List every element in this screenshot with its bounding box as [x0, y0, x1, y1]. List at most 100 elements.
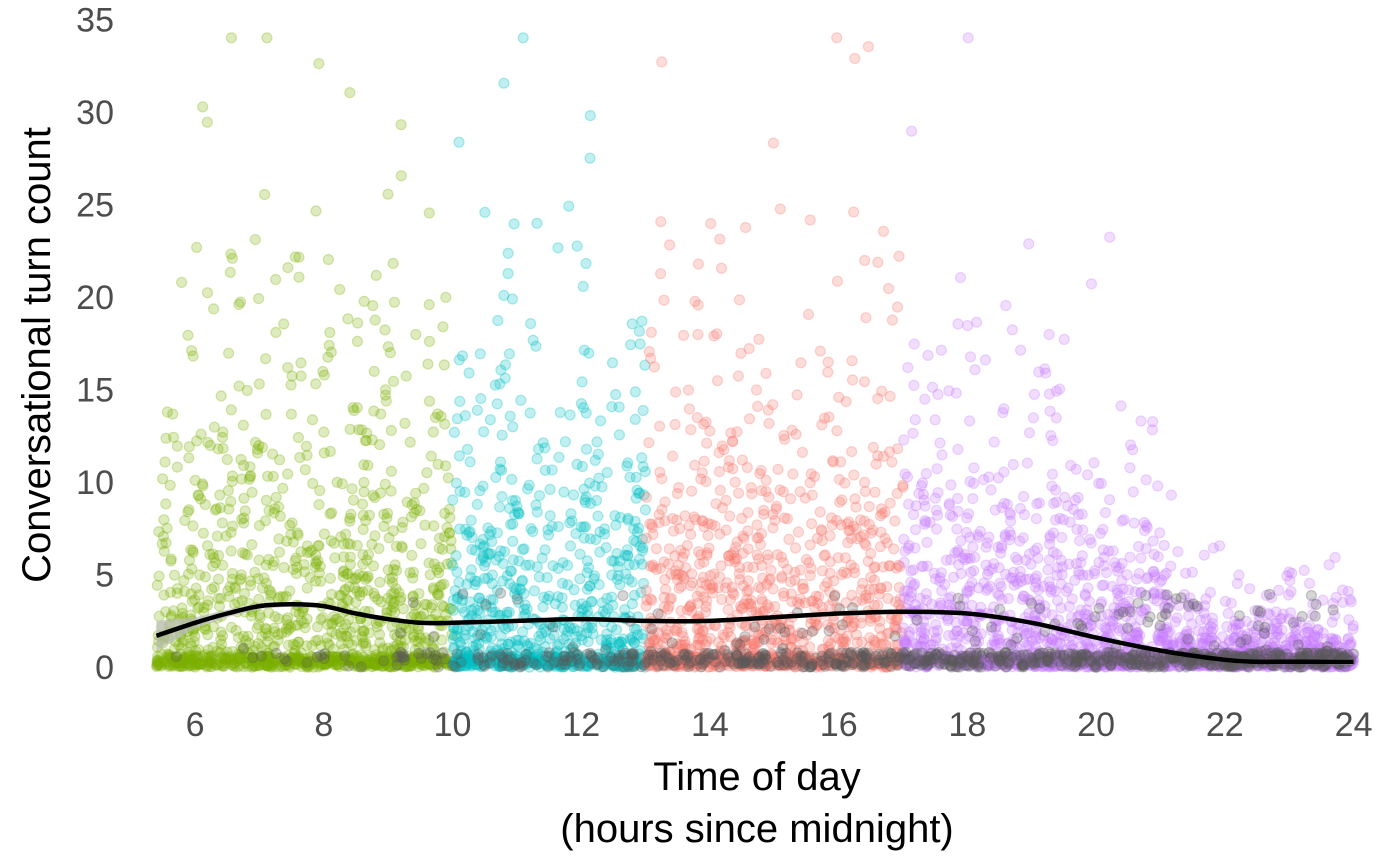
data-point [1030, 513, 1043, 525]
data-point [804, 569, 816, 582]
data-point [251, 622, 263, 634]
data-point [349, 621, 361, 634]
data-point [1312, 623, 1324, 636]
data-point [859, 485, 871, 497]
data-point [389, 629, 401, 641]
data-point [178, 634, 190, 647]
data-point [324, 572, 336, 584]
data-point [157, 530, 169, 543]
data-point [193, 644, 205, 656]
data-point [294, 451, 306, 464]
data-point [908, 379, 920, 391]
data-point [183, 650, 195, 663]
data-point [182, 329, 194, 341]
data-point [409, 635, 421, 647]
data-point [683, 403, 696, 415]
data-point [262, 635, 274, 647]
data-point [508, 218, 520, 230]
data-point [969, 364, 981, 376]
data-point [898, 434, 910, 446]
data-point [222, 485, 234, 497]
data-point [351, 335, 363, 347]
data-point [388, 563, 400, 576]
data-point [1030, 570, 1043, 582]
data-point [919, 514, 931, 527]
data-point [199, 571, 211, 583]
data-point [343, 655, 355, 667]
data-point [931, 509, 944, 521]
data-point [774, 203, 786, 215]
data-point [739, 620, 751, 632]
data-point [338, 538, 350, 550]
data-point [1095, 477, 1107, 489]
data-point [196, 478, 209, 490]
data-point [837, 636, 850, 648]
data-point [328, 537, 340, 549]
data-point [184, 659, 196, 671]
data-point [215, 390, 227, 402]
data-point [1056, 531, 1068, 544]
data-point [531, 217, 543, 229]
data-point [839, 477, 851, 489]
data-point [309, 561, 321, 573]
data-point [273, 501, 285, 513]
data-point [350, 650, 362, 662]
data-point [569, 599, 581, 611]
data-point [201, 287, 214, 299]
data-point [713, 466, 726, 478]
data-point [963, 415, 976, 427]
data-point [331, 476, 343, 488]
data-point [193, 659, 206, 671]
data-point [249, 234, 261, 246]
data-point [267, 470, 279, 482]
data-point [202, 655, 214, 667]
data-point [451, 566, 463, 578]
data-point [439, 507, 451, 519]
data-point [507, 518, 519, 530]
data-point [979, 354, 992, 366]
data-point [326, 507, 338, 519]
data-point [831, 514, 843, 527]
data-point [242, 660, 254, 672]
data-point [996, 542, 1008, 554]
data-point [181, 657, 193, 669]
data-point [233, 298, 245, 310]
data-point [325, 653, 337, 666]
data-point [382, 188, 394, 200]
data-point [225, 654, 237, 666]
data-point [1084, 533, 1096, 546]
data-point [245, 654, 257, 666]
data-point [846, 355, 858, 367]
data-point [221, 657, 233, 669]
data-point [858, 515, 871, 527]
data-point [294, 654, 306, 667]
data-point [930, 523, 943, 535]
data-point [228, 660, 240, 672]
data-point [189, 474, 201, 486]
data-point [236, 473, 248, 485]
data-point [238, 512, 250, 524]
data-point [186, 653, 198, 666]
data-point [155, 660, 167, 672]
data-point [463, 367, 475, 379]
data-point [341, 654, 353, 666]
data-point [695, 549, 707, 561]
data-point [1127, 486, 1139, 498]
data-point [440, 291, 452, 303]
data-point [161, 406, 173, 418]
data-point [263, 584, 275, 596]
data-point [168, 569, 181, 581]
data-point [302, 657, 314, 670]
data-point [440, 655, 452, 667]
data-point [831, 275, 844, 287]
data-point [260, 652, 272, 665]
data-point [609, 388, 622, 401]
data-point [966, 576, 978, 589]
data-point [873, 588, 885, 600]
data-point [1221, 620, 1233, 633]
data-point [1097, 523, 1109, 536]
data-point [919, 393, 931, 405]
data-point [724, 510, 736, 522]
data-point [539, 544, 551, 556]
data-point [1098, 560, 1110, 572]
